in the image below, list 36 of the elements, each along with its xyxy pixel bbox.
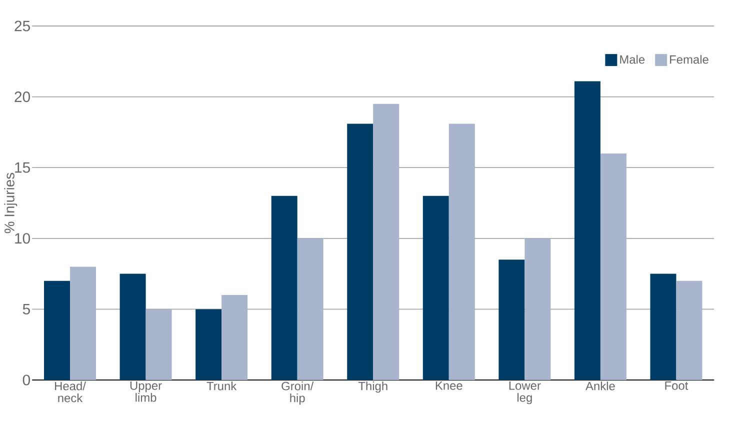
bar <box>271 196 298 380</box>
x-tick-label: Knee <box>436 382 462 390</box>
x-tick-label: Thigh <box>358 382 388 393</box>
bar <box>524 238 551 380</box>
bar <box>600 153 626 380</box>
y-axis-title: % Injuries <box>4 172 18 234</box>
x-tick-label: Head/ neck <box>55 382 86 402</box>
bar <box>448 124 475 380</box>
bar <box>347 124 374 380</box>
y-tick-label: 0 <box>22 374 30 386</box>
legend-label: Male <box>620 54 645 64</box>
x-tick-label: Trunk <box>206 382 237 390</box>
y-tick-label: 5 <box>22 304 30 314</box>
bar <box>498 260 525 380</box>
y-tick-label: 15 <box>15 162 30 173</box>
x-tick-label: Groin/ hip <box>282 382 314 405</box>
x-tick-label: Lower leg <box>509 382 541 404</box>
bar <box>676 280 702 380</box>
y-tick-label: 10 <box>15 233 30 244</box>
bar <box>70 266 96 380</box>
y-tick-label: 20 <box>14 92 30 102</box>
x-tick-label: Ankle <box>586 382 615 390</box>
x-tick-label: Foot <box>665 382 688 390</box>
bar <box>650 274 676 380</box>
bar <box>574 81 600 380</box>
bar <box>44 280 70 380</box>
bar <box>422 196 449 380</box>
bar <box>297 238 324 380</box>
y-tick-label: 25 <box>14 20 30 32</box>
x-tick-label: Upper limb <box>130 382 162 402</box>
bar <box>222 295 248 380</box>
bar <box>373 104 400 380</box>
bar <box>196 309 222 380</box>
bar <box>120 274 146 380</box>
legend-label: Female <box>670 54 708 64</box>
bar <box>146 309 172 380</box>
